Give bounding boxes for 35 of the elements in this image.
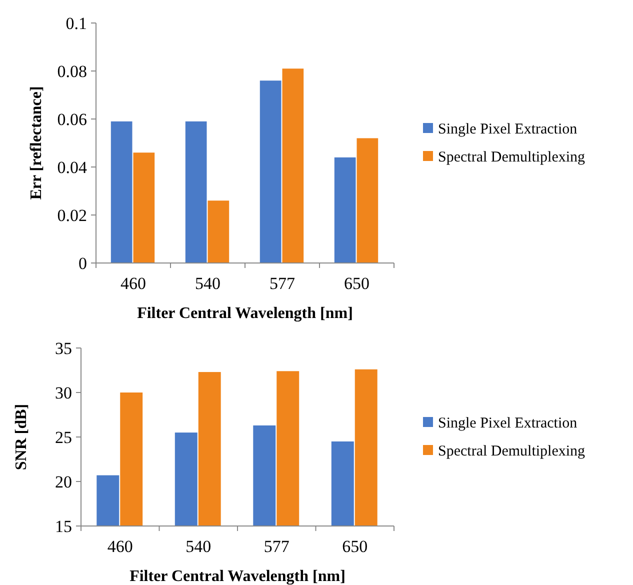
x-tick-label: 650	[342, 537, 368, 556]
bar	[260, 80, 282, 263]
legend-label: Spectral Demultiplexing	[438, 149, 586, 166]
y-axis-title: SNR [dB]	[13, 404, 30, 470]
legend-label: Single Pixel Extraction	[438, 121, 578, 138]
bar	[208, 200, 230, 263]
x-tick-label: 540	[195, 274, 220, 293]
x-axis-title: Filter Central Wavelength [nm]	[137, 305, 353, 322]
y-tick-label: 15	[55, 516, 72, 536]
x-tick-label: 650	[344, 274, 370, 293]
x-tick-label: 460	[107, 537, 133, 556]
bar	[356, 138, 378, 263]
y-tick-label: 0.1	[66, 14, 87, 33]
y-tick-label: 0.02	[57, 206, 87, 225]
y-tick-label: 30	[55, 383, 72, 402]
y-axis-title: Err [reflectance]	[28, 86, 45, 200]
bar	[110, 121, 132, 263]
y-tick-label: 0.08	[57, 62, 87, 81]
x-tick-label: 540	[186, 537, 212, 556]
legend-label: Spectral Demultiplexing	[438, 443, 586, 460]
bar	[282, 68, 304, 263]
y-tick-label: 0	[78, 254, 87, 273]
x-tick-label: 460	[120, 274, 146, 293]
legend-label: Single Pixel Extraction	[438, 415, 578, 432]
y-tick-label: 20	[55, 472, 72, 492]
bar	[334, 157, 356, 263]
x-tick-label: 577	[264, 537, 290, 556]
y-tick-label: 25	[55, 428, 72, 447]
bar	[185, 121, 207, 263]
x-axis-title: Filter Central Wavelength [nm]	[130, 568, 346, 585]
y-tick-label: 0.04	[57, 158, 88, 177]
y-tick-label: 35	[55, 338, 72, 358]
y-tick-label: 0.06	[57, 110, 87, 129]
x-tick-label: 577	[270, 274, 296, 293]
bar	[133, 152, 155, 263]
